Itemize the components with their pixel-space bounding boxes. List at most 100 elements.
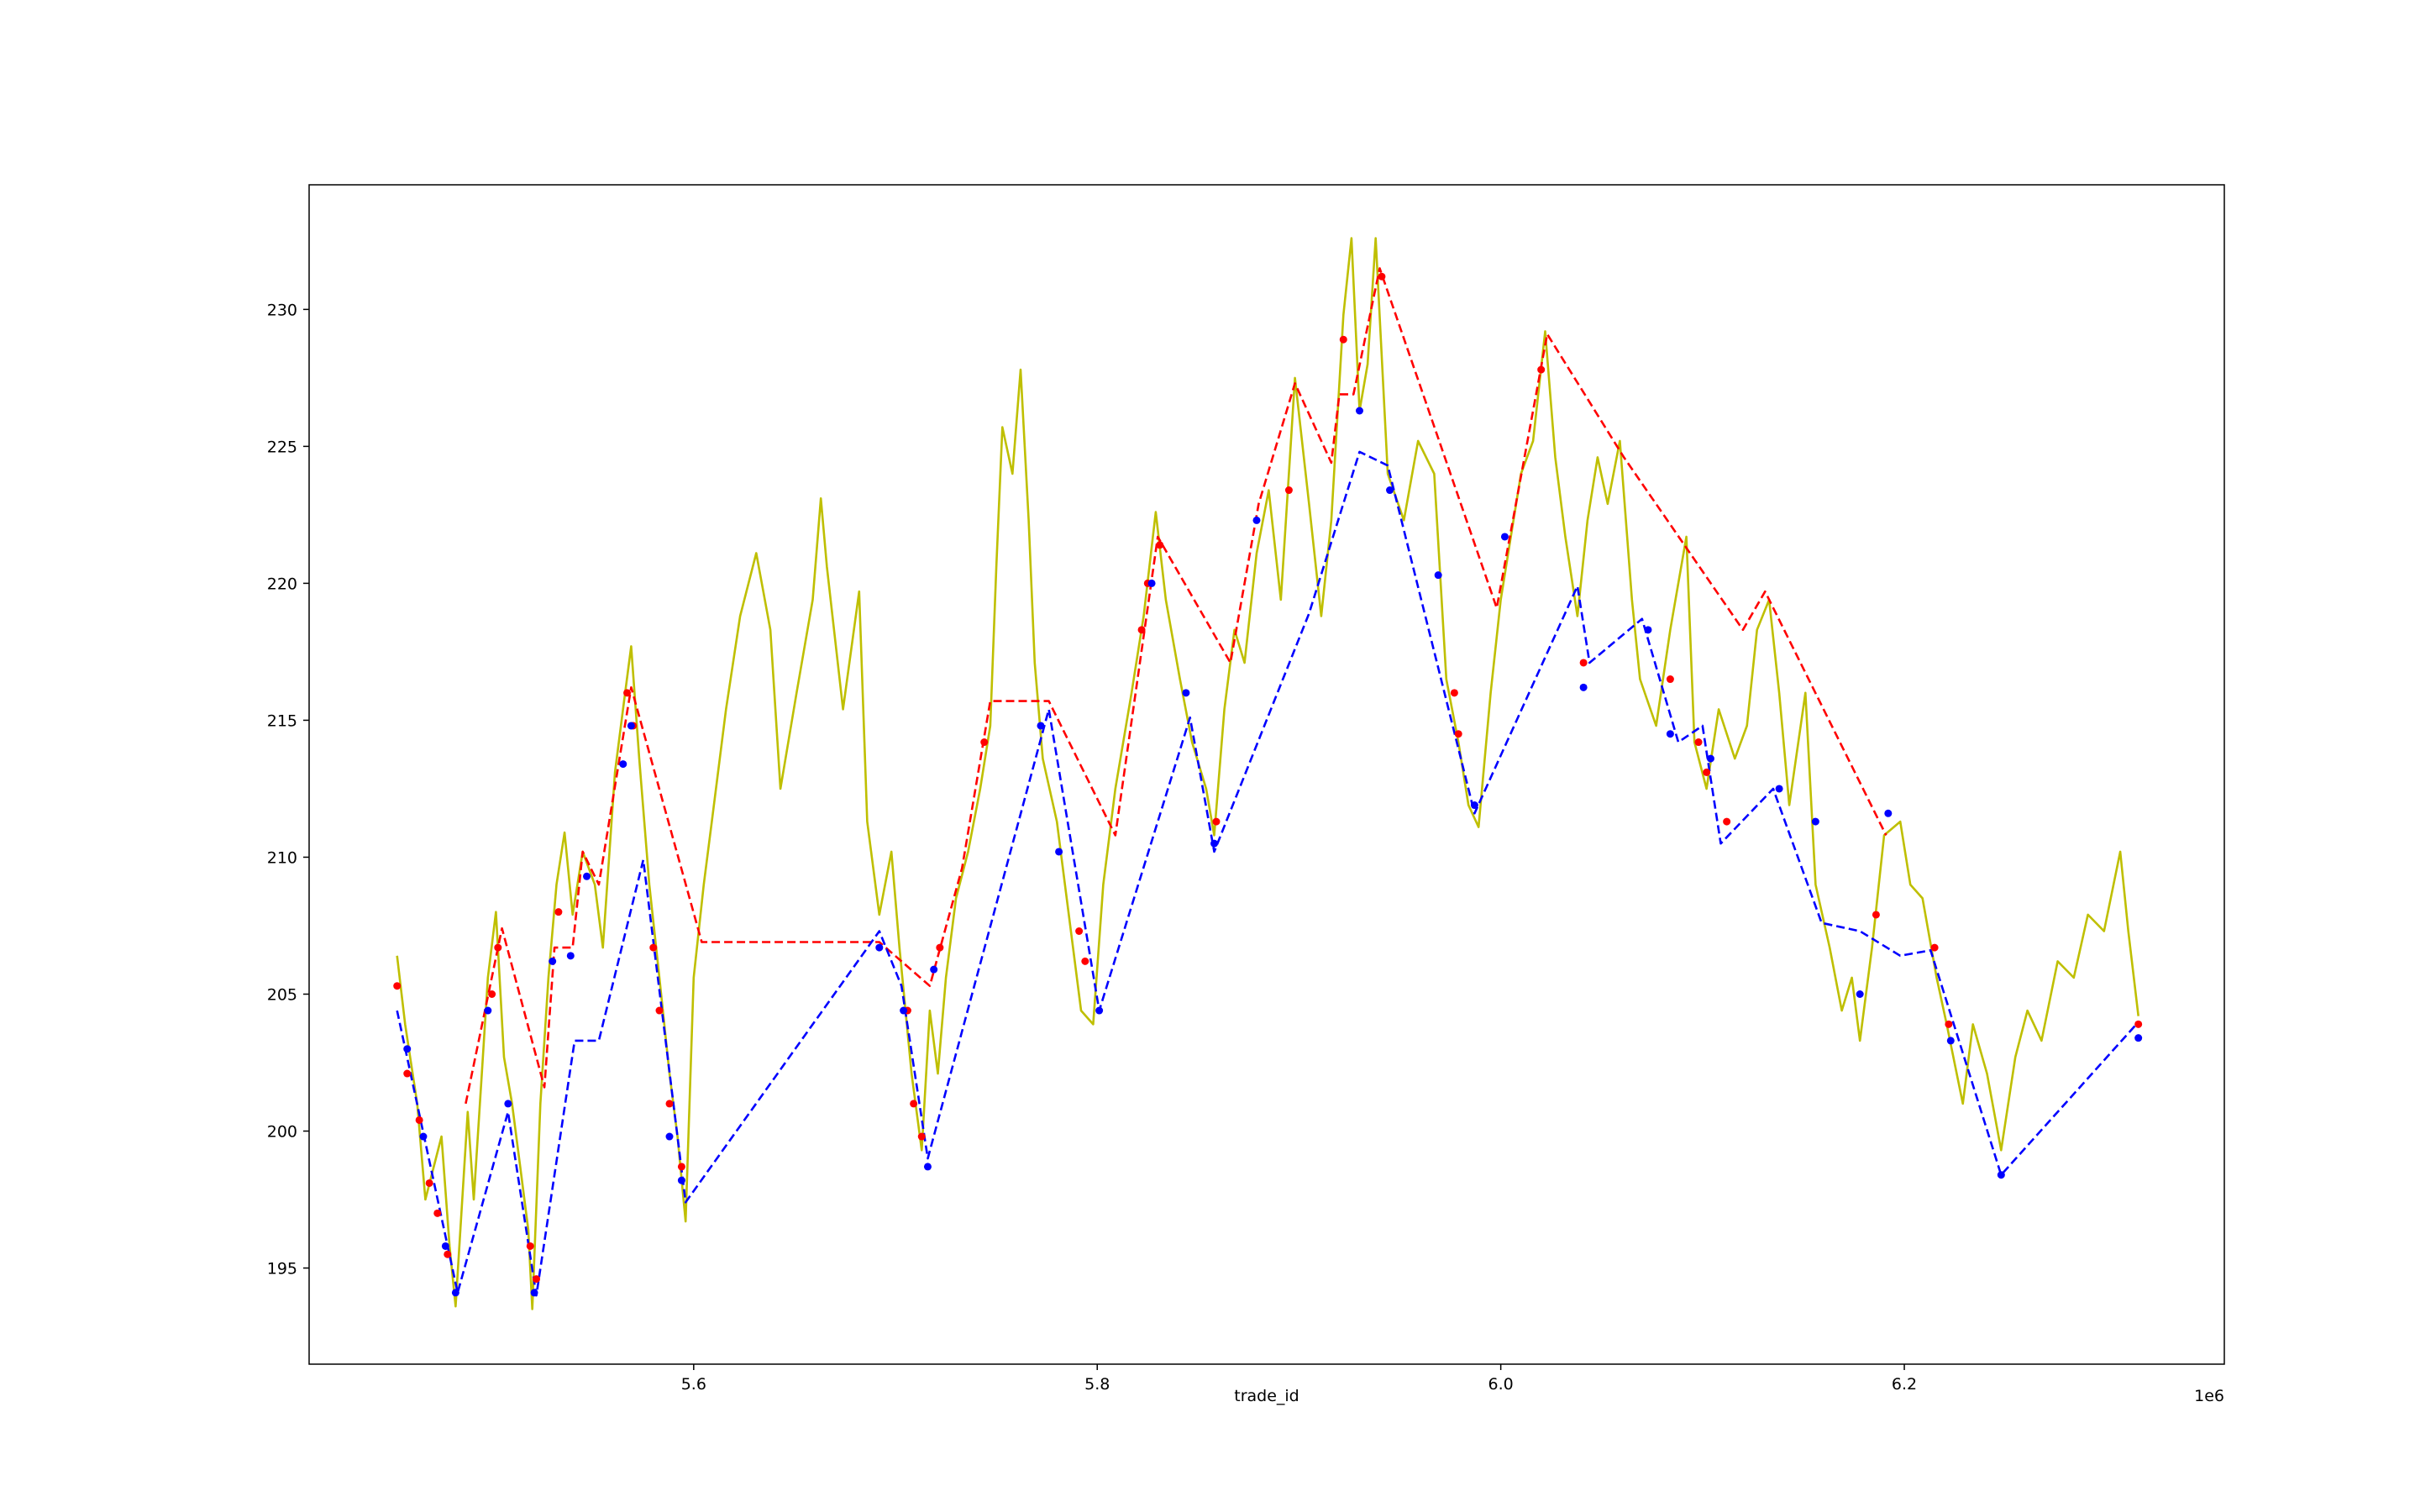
trade-dot <box>910 1100 918 1108</box>
trade-dot <box>1579 683 1588 691</box>
trade-dot <box>403 1045 412 1053</box>
trade-dot <box>1212 817 1221 826</box>
trade-dot <box>677 1163 685 1171</box>
x-tick-label: 6.2 <box>1892 1375 1917 1394</box>
trade-dot <box>1945 1020 1953 1028</box>
trade-dot <box>530 1289 538 1297</box>
y-tick-label: 195 <box>267 1260 297 1278</box>
y-tick-label: 205 <box>267 985 297 1004</box>
trade-dot <box>484 1006 492 1015</box>
trade-dot <box>936 943 944 952</box>
trade-dot <box>504 1100 512 1108</box>
trade-dot <box>1666 675 1674 684</box>
y-tick-label: 220 <box>267 575 297 593</box>
trade-dot <box>1339 335 1347 344</box>
trade-dot <box>451 1289 459 1297</box>
trade-dot <box>1775 785 1783 793</box>
trade-dot <box>1579 659 1588 667</box>
price-line <box>396 237 2139 1310</box>
trade-dot <box>1055 848 1063 856</box>
trade-dot <box>623 689 632 697</box>
trade-dot <box>393 982 402 990</box>
y-tick-label: 225 <box>267 438 297 456</box>
trade-dot <box>649 943 658 952</box>
trade-dot <box>677 1176 685 1184</box>
trade-dot <box>1378 272 1386 281</box>
trade-dot <box>627 722 635 730</box>
trade-dot <box>1946 1037 1955 1045</box>
x-tick-label: 5.6 <box>681 1375 706 1394</box>
trade-dot <box>2134 1034 2143 1042</box>
trade-dot <box>415 1116 423 1124</box>
trade-dot <box>1434 571 1442 580</box>
trade-dot <box>665 1132 674 1141</box>
trade-dot <box>526 1242 534 1250</box>
trade-dot <box>619 760 627 769</box>
trade-dot <box>1454 730 1462 738</box>
y-tick-label: 200 <box>267 1123 297 1142</box>
trade-dot <box>2134 1020 2143 1028</box>
y-tick-label: 215 <box>267 711 297 730</box>
trade-dot <box>917 1132 926 1141</box>
trade-dot <box>1856 990 1864 998</box>
trade-dot <box>1210 839 1219 848</box>
trade-dot <box>444 1250 452 1258</box>
trade-dot <box>1182 689 1190 697</box>
x-tick-label: 5.8 <box>1084 1375 1110 1394</box>
trade-dot <box>583 872 591 880</box>
trade-dot <box>875 943 884 952</box>
trade-dot <box>1037 722 1045 730</box>
trade-dot <box>1386 486 1394 495</box>
trade-dot <box>1355 407 1363 415</box>
trade-dot <box>1470 801 1478 810</box>
plot-frame <box>308 184 2225 1365</box>
trade-dot <box>1147 579 1156 587</box>
trade-dot <box>655 1006 664 1015</box>
dashed-line <box>465 267 1887 1105</box>
trade-dot <box>1666 730 1674 738</box>
trade-dot <box>419 1132 428 1141</box>
trade-dot <box>566 952 575 960</box>
trade-dot <box>1694 738 1703 747</box>
trade-dot <box>1075 927 1084 936</box>
dashed-line <box>396 450 2138 1297</box>
x-offset-label: 1e6 <box>2194 1387 2224 1405</box>
trade-dot <box>1706 754 1714 763</box>
trade-dot <box>900 1006 908 1015</box>
trade-dot <box>1081 957 1089 965</box>
trade-dot <box>1137 626 1146 634</box>
trade-dot <box>1644 626 1652 634</box>
trade-dot <box>930 965 938 974</box>
trade-dot <box>488 990 496 998</box>
trade-dot <box>1703 768 1711 776</box>
trade-dot <box>441 1242 449 1250</box>
trade-dot <box>425 1179 433 1187</box>
trade-dot <box>1884 809 1893 817</box>
trade-dot <box>1930 943 1939 952</box>
trade-dot <box>554 908 563 916</box>
trade-dot <box>1723 817 1731 826</box>
trade-dot <box>665 1100 674 1108</box>
y-tick-label: 230 <box>267 301 297 319</box>
trade-dot <box>1537 365 1546 374</box>
trade-dot <box>1252 516 1261 524</box>
trade-dot <box>1156 541 1164 549</box>
trade-dot <box>1872 911 1880 919</box>
trade-dot <box>980 738 989 747</box>
trade-dot <box>923 1163 932 1171</box>
trade-dot <box>494 943 502 952</box>
trade-dot <box>1500 533 1509 541</box>
x-axis-label: trade_id <box>1234 1387 1299 1405</box>
trade-dot <box>1284 486 1293 495</box>
trade-dot <box>532 1275 540 1284</box>
trade-dot <box>1450 689 1458 697</box>
trade-dot <box>1095 1006 1104 1015</box>
trade-dot <box>433 1209 442 1217</box>
y-tick-label: 210 <box>267 848 297 867</box>
x-tick-label: 6.0 <box>1488 1375 1514 1394</box>
trade-dot <box>403 1069 412 1078</box>
trade-dot <box>1997 1171 2005 1179</box>
trade-dot <box>549 957 557 965</box>
